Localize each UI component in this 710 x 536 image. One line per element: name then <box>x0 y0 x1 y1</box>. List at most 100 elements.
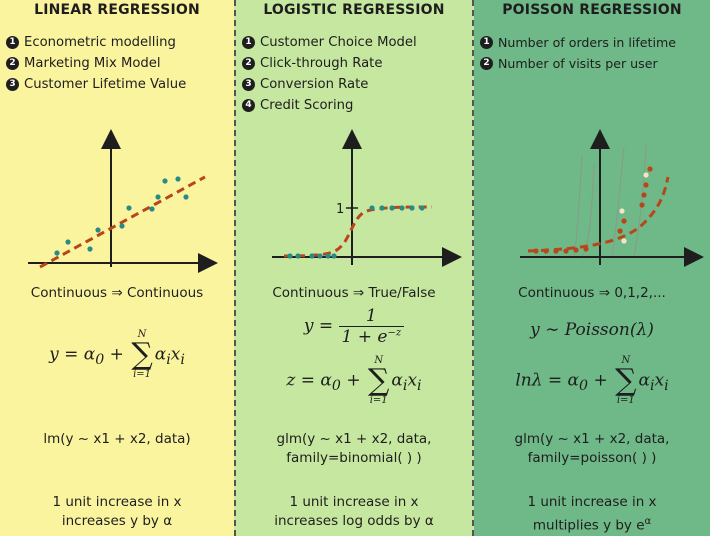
logistic-plot: 1 <box>272 129 462 267</box>
formula-text: z = α <box>286 370 332 391</box>
number-badge: 1 <box>480 36 493 49</box>
sum-upper: N <box>621 355 631 366</box>
formula-text: x <box>654 370 665 391</box>
poisson-formula: y ∼ Poisson(λ) <box>530 320 654 340</box>
formula-sub: i <box>180 351 185 368</box>
effect-sup: α <box>644 516 652 527</box>
number-badge: 3 <box>242 78 255 91</box>
formula-sub: i <box>417 377 422 394</box>
number-badge: 2 <box>6 57 19 70</box>
list-item: 3 Customer Lifetime Value <box>6 74 186 95</box>
summation: N ∑ i=1 <box>368 356 389 406</box>
mapping-label: Continuous ⇒ 0,1,2,... <box>518 285 666 301</box>
light-points <box>619 172 649 244</box>
sigma-symbol: ∑ <box>368 363 390 398</box>
use-case-text: Customer Choice Model <box>260 35 417 50</box>
effect-line-text: multiplies y by e <box>532 517 645 534</box>
list-item: 2 Number of visits per user <box>480 53 676 74</box>
data-points <box>533 166 653 254</box>
sigma-symbol: ∑ <box>615 363 637 398</box>
distribution-curves <box>573 144 647 257</box>
formula-sub: 0 <box>331 377 341 394</box>
formula-sub: i <box>402 377 408 394</box>
formula-sub: i <box>166 351 171 368</box>
formula-text: y = α <box>49 344 96 365</box>
use-case-list: 1 Econometric modelling 2 Marketing Mix Mo… <box>6 32 186 95</box>
sigmoid-curve <box>283 205 433 258</box>
effect-line: multiplies y by eα <box>474 512 710 536</box>
formula-text: + <box>104 344 130 365</box>
effect-line: 1 unit increase in x <box>527 494 657 510</box>
code-line: lm(y ~ x1 + x2, data) <box>43 431 191 447</box>
code-line: glm(y ~ x1 + x2, data, <box>514 431 670 447</box>
poisson-plot <box>520 129 704 267</box>
list-item: 1 Number of orders in lifetime <box>480 32 676 53</box>
code-line: family=poisson( ) ) <box>527 450 657 466</box>
r-code: glm(y ~ x1 + x2, data, family=binomial( … <box>236 430 472 468</box>
effect-line: 1 unit increase in x <box>289 494 419 510</box>
panel-title: POISSON REGRESSION <box>502 2 682 18</box>
use-case-list: 1 Customer Choice Model 2 Click-through Ra… <box>242 32 417 116</box>
use-case-text: Econometric modelling <box>24 35 176 50</box>
linear-predictor-formula: z = α0 + N ∑ i=1 αixi <box>236 356 472 406</box>
data-points <box>287 205 425 259</box>
panel-title: LOGISTIC REGRESSION <box>263 2 445 18</box>
list-item: 2 Click-through Rate <box>242 53 417 74</box>
data-points <box>54 176 189 256</box>
code-line: glm(y ~ x1 + x2, data, <box>276 431 432 447</box>
sum-lower: i=1 <box>369 395 388 406</box>
sum-lower: i=1 <box>133 369 152 380</box>
tick-label: 1 <box>336 202 344 217</box>
use-case-list: 1 Number of orders in lifetime 2 Number of… <box>480 32 676 74</box>
number-badge: 1 <box>242 36 255 49</box>
sigma-symbol: ∑ <box>131 337 153 372</box>
number-badge: 2 <box>480 57 493 70</box>
logistic-regression-panel: LOGISTIC REGRESSION 1 Customer Choice Mod… <box>234 0 474 536</box>
number-badge: 1 <box>6 36 19 49</box>
summation: N ∑ i=1 <box>615 356 636 406</box>
sum-upper: N <box>137 329 147 340</box>
list-item: 2 Marketing Mix Model <box>6 53 186 74</box>
formula-sup: −z <box>387 327 402 339</box>
exponential-curve <box>527 176 670 253</box>
fit-line <box>39 175 206 269</box>
list-item: 1 Customer Choice Model <box>242 32 417 53</box>
use-case-text: Conversion Rate <box>260 77 369 92</box>
formula-text: + <box>340 370 366 391</box>
use-case-text: Credit Scoring <box>260 98 354 113</box>
formula-text: α <box>638 370 651 391</box>
use-case-text: Customer Lifetime Value <box>24 77 187 92</box>
list-item: 3 Conversion Rate <box>242 74 417 95</box>
formula-sub: i <box>650 377 655 394</box>
number-badge: 2 <box>242 57 255 70</box>
linear-formula: y = α0 + N ∑ i=1 αixi <box>0 330 234 380</box>
number-badge: 4 <box>242 99 255 112</box>
use-case-text: Click-through Rate <box>260 56 383 71</box>
panel-title: LINEAR REGRESSION <box>34 2 200 18</box>
formula-text: x <box>407 370 418 391</box>
effect-line: 1 unit increase in x <box>52 494 182 510</box>
sum-lower: i=1 <box>616 395 635 406</box>
mapping-label: Continuous ⇒ True/False <box>272 285 436 301</box>
formula-text: α <box>391 370 403 391</box>
formula-text: + <box>588 370 614 391</box>
effect-line: increases y by α <box>61 513 173 529</box>
numerator: 1 <box>338 306 405 327</box>
number-badge: 3 <box>6 78 19 91</box>
effect-text: 1 unit increase in x increases log odds … <box>236 493 472 531</box>
linear-plot <box>28 129 218 273</box>
formula-sub: i <box>664 377 669 394</box>
formula-text: α <box>154 344 167 365</box>
list-item: 1 Econometric modelling <box>6 32 186 53</box>
denominator: 1 + e−z <box>339 327 405 347</box>
effect-line: increases log odds by α <box>274 513 434 529</box>
poisson-regression-panel: POISSON REGRESSION 1 Number of orders in … <box>474 0 710 536</box>
effect-text: 1 unit increase in x increases y by α <box>0 493 234 531</box>
r-code: glm(y ~ x1 + x2, data, family=poisson( )… <box>474 430 710 468</box>
formula-sub: 0 <box>579 377 589 394</box>
code-line: family=binomial( ) ) <box>286 450 422 466</box>
formula-text: 1 + e <box>341 327 388 347</box>
